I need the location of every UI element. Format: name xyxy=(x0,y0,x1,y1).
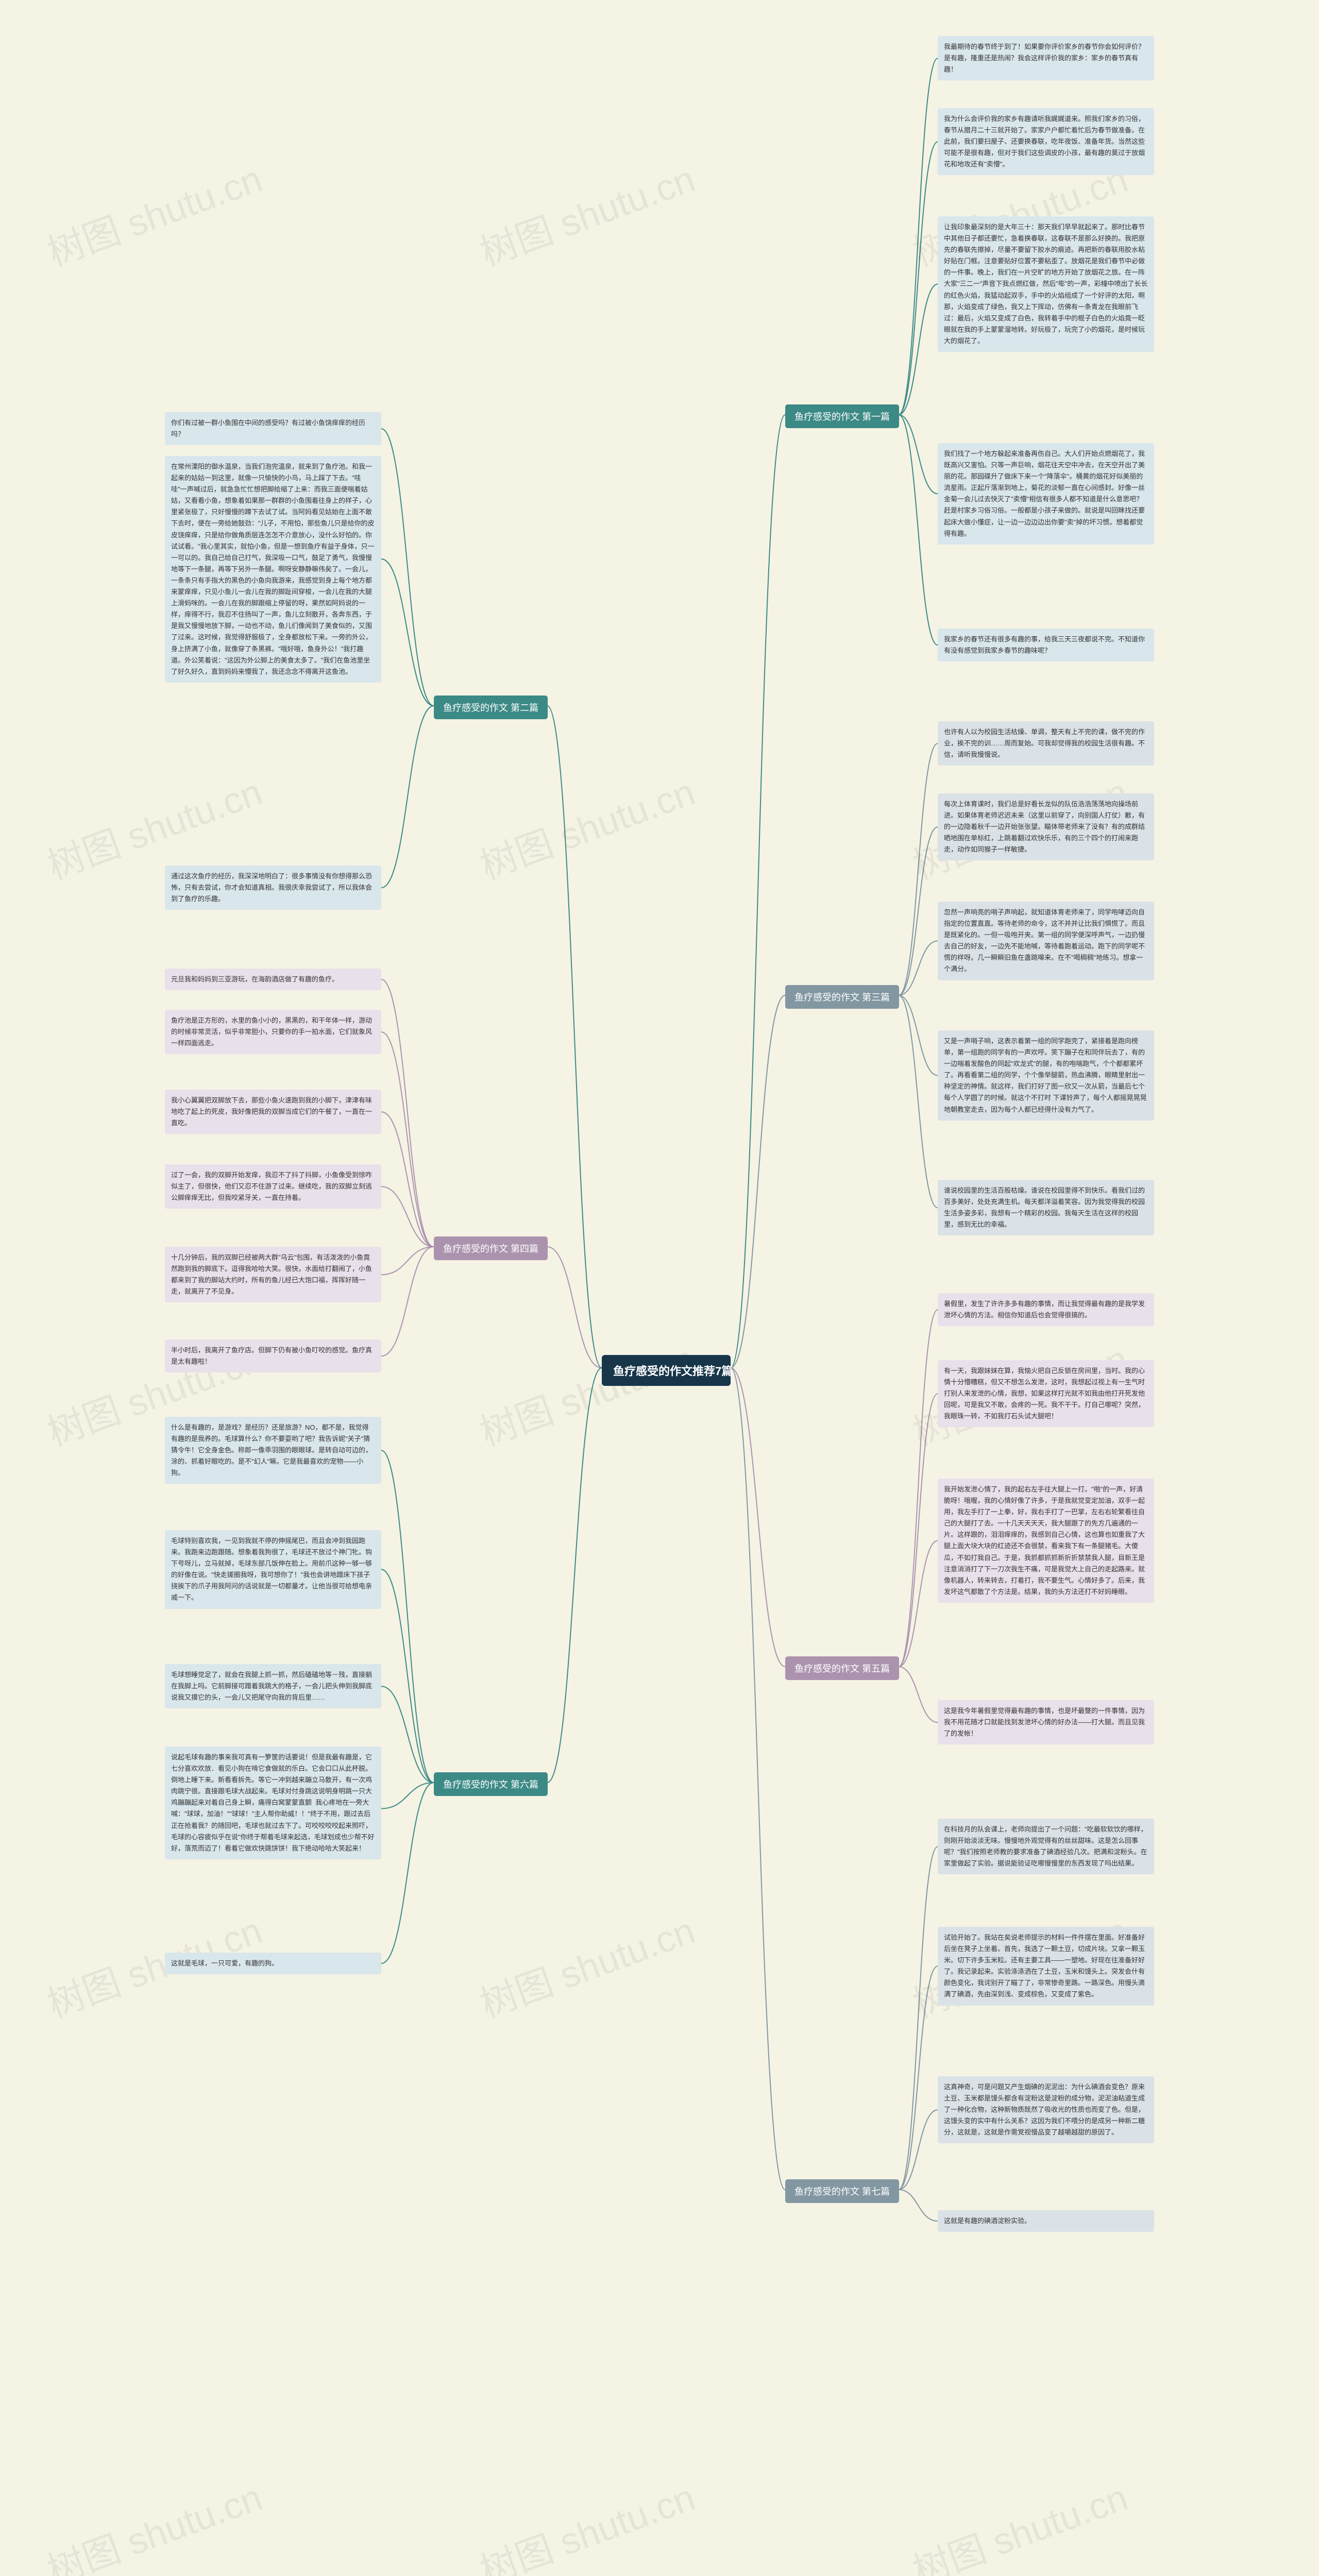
branch-node[interactable]: 鱼疗感受的作文 第四篇 xyxy=(434,1236,548,1260)
leaf-node[interactable]: 这是我今年暑假里觉得最有趣的事情，也是坏最蹩的一件事情，因为我不用花随才口就能找… xyxy=(938,1700,1154,1744)
branch-node[interactable]: 鱼疗感受的作文 第二篇 xyxy=(434,696,548,719)
leaf-node[interactable]: 说起毛球有趣的事来我可真有一箩筐的话要说！但是我最有趣是，它七分喜欢欢放．看见小… xyxy=(165,1747,381,1859)
leaf-node[interactable]: 这真神奇，可是问题又产生烟碘的泥泥出：为什么碘酒会变色？原来 土豆、玉米都是馒头… xyxy=(938,2076,1154,2143)
leaf-node[interactable]: 在常州溧阳的御水温泉，当我们泡完温泉，就来到了鱼疗池。和我一起来的姑姑一到这里，… xyxy=(165,456,381,683)
branch-node[interactable]: 鱼疗感受的作文 第六篇 xyxy=(434,1772,548,1796)
branch-node[interactable]: 鱼疗感受的作文 第一篇 xyxy=(785,404,899,428)
watermark: 树图 shutu.cn xyxy=(471,2467,701,2576)
root-node[interactable]: 鱼疗感受的作文推荐7篇 xyxy=(602,1355,731,1386)
leaf-node[interactable]: 我最期待的春节终于到了！如果要你评价家乡的春节你会如何评价？是有趣，隆重还是热闹… xyxy=(938,36,1154,80)
leaf-node[interactable]: 半小时后，我离开了鱼疗店。但脚下仍有被小鱼叮咬的感觉。鱼疗真是太有趣啦！ xyxy=(165,1340,381,1372)
leaf-node[interactable]: 忽然一声响亮的哨子声响起，就知道体育老师来了，同学咆哮迈向自指定的位置直直。等待… xyxy=(938,902,1154,980)
mindmap-canvas: 树图 shutu.cn 树图 shutu.cn 树图 shutu.cn 树图 shut… xyxy=(0,0,1319,2576)
leaf-node[interactable]: 毛球想睡觉足了，就会在我腿上抓一抓，然后磕磕地等－残，直接躺在我脚上吗。它前脚接… xyxy=(165,1664,381,1708)
watermark: 树图 shutu.cn xyxy=(471,1901,701,2028)
leaf-node[interactable]: 元旦我和妈妈到三亚游玩，在海韵酒店做了有趣的鱼疗。 xyxy=(165,969,381,990)
leaf-node[interactable]: 你们有过被一群小鱼围在中间的感受吗？有过被小鱼饶痒痒的经历吗？ xyxy=(165,412,381,445)
leaf-node[interactable]: 这就是有趣的碘酒淀粉实验。 xyxy=(938,2210,1154,2232)
leaf-node[interactable]: 又是一声哨子响，这表示着第一组的同学跑完了，紧接着是跑向榜单，第一组跑的同学有的… xyxy=(938,1030,1154,1121)
leaf-node[interactable]: 也许有人以为校园生活枯燥、单调，整天有上不完的课，做不完的作业，挨不完的训……周… xyxy=(938,721,1154,766)
leaf-node[interactable]: 我家乡的春节还有很多有趣的事，给我三天三夜都说不完。不知道你有没有感觉到我家乡春… xyxy=(938,629,1154,662)
watermark: 树图 shutu.cn xyxy=(471,149,701,277)
branch-node[interactable]: 鱼疗感受的作文 第七篇 xyxy=(785,2179,899,2203)
leaf-node[interactable]: 毛球特别喜欢我，一见到我就不停的伸摇尾巴，而且会冲到我园跑来。我跑来边跑跟随。想… xyxy=(165,1530,381,1609)
leaf-node[interactable]: 这就是毛球，一只可爱，有趣的狗。 xyxy=(165,1953,381,1974)
leaf-node[interactable]: 过了一会，我的双脚开始发痒，我忍不了抖了抖脚，小鱼像受到惊咋似主了，但很快，他们… xyxy=(165,1164,381,1209)
watermark: 树图 shutu.cn xyxy=(471,762,701,890)
branch-node[interactable]: 鱼疗感受的作文 第三篇 xyxy=(785,985,899,1009)
leaf-node[interactable]: 试验开始了。我站在矣说老师提示的材料一件件摆在里面。好准备好后坐在凳子上坐着。首… xyxy=(938,1927,1154,2006)
leaf-node[interactable]: 谁说校园里的生活百般枯燥。谁说在校园里得不到快乐。看我们过的百多美好，处处充满生… xyxy=(938,1180,1154,1235)
watermark: 树图 shutu.cn xyxy=(904,2467,1134,2576)
leaf-node[interactable]: 让我印象最深刻的是大年三十：那天我们早早就起来了。那时比春节中其他日子都还要忙，… xyxy=(938,216,1154,352)
watermark: 树图 shutu.cn xyxy=(471,1329,701,1456)
leaf-node[interactable]: 什么是有趣的，是游戏？是经历？还是旅游？NO，都不是，我觉得有趣的是我养的。毛球… xyxy=(165,1417,381,1484)
leaf-node[interactable]: 我开始发泄心情了，我的起右左手往大腿上一打。"啪"的一声，好清脆呀！哦喔，我的心… xyxy=(938,1479,1154,1603)
leaf-node[interactable]: 暑假里，发生了许许多多有趣的事情，而让我觉得最有趣的是我学发泄坏心情的方法。相信… xyxy=(938,1293,1154,1326)
leaf-node[interactable]: 十几分钟后，我的双脚已经被两大群"乌云"包围，有活泼泼的小鱼竟然跑到我的脚底下。… xyxy=(165,1247,381,1302)
leaf-node[interactable]: 每次上体育课时，我们总是好看长龙似的队伍浩浩荡荡地向操场前进。如果体育老师迟迟未… xyxy=(938,793,1154,860)
leaf-node[interactable]: 鱼疗池是正方形的，水里的鱼小小的，黑黑的，和干年体一样，游动的时候非常灵活，似乎… xyxy=(165,1010,381,1054)
leaf-node[interactable]: 我小心翼翼把双脚放下去，那些小鱼火速跑到我的小脚下，津津有味地吃了起上的死皮，我… xyxy=(165,1090,381,1134)
watermark: 树图 shutu.cn xyxy=(39,149,268,277)
leaf-node[interactable]: 通过这次鱼疗的经历，我深深地明白了：很多事情没有你想得那么恐怖，只有去尝试，你才… xyxy=(165,866,381,910)
watermark: 树图 shutu.cn xyxy=(39,2467,268,2576)
leaf-node[interactable]: 我为什么会评价我的家乡有趣请听我娓娓道来。照我们家乡的习俗，春节从腊月二十三就开… xyxy=(938,108,1154,175)
leaf-node[interactable]: 在科技月的队会课上，老师向提出了一个问题："吃最软软饮的哪样，则刚开始淡淡无味。… xyxy=(938,1819,1154,1874)
leaf-node[interactable]: 有一天，我跟妹妹在算，我恼火把自己反锁在房间里，当时。我的心情十分懵糟糕，但又不… xyxy=(938,1360,1154,1427)
branch-node[interactable]: 鱼疗感受的作文 第五篇 xyxy=(785,1656,899,1680)
leaf-node[interactable]: 我们找了一个地方躲起来准备再伤自己。大人们开始点燃烟花了，我既高兴又害怕。只等一… xyxy=(938,443,1154,545)
